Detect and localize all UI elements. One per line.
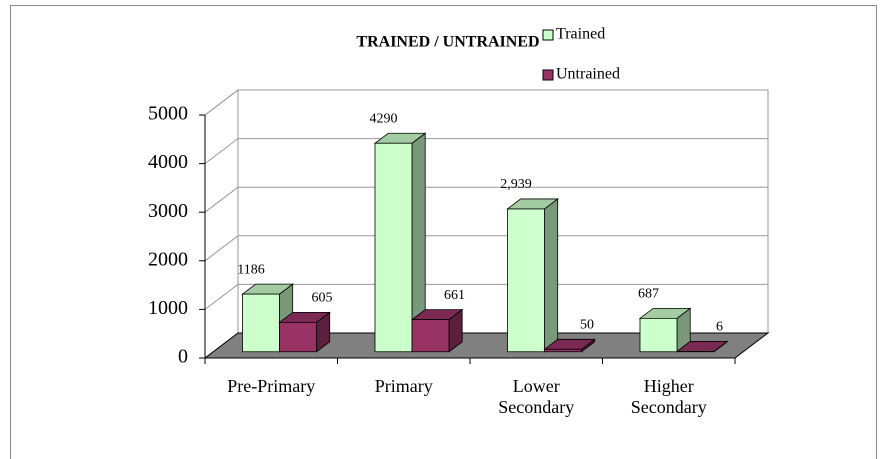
y-tick-label: 1000 — [148, 297, 188, 319]
y-tick-label: 4000 — [148, 151, 188, 173]
bar-front — [544, 348, 582, 353]
bar-front — [639, 317, 678, 353]
grid-line — [204, 138, 239, 164]
bar — [506, 198, 559, 353]
bar-front — [411, 319, 450, 353]
grid-line — [204, 89, 239, 116]
y-tick-label: 5000 — [148, 103, 188, 125]
data-label: 1186 — [237, 262, 264, 277]
x-tick-label: Lower Secondary — [498, 376, 575, 417]
left-wall — [204, 88, 239, 360]
bar-front — [374, 142, 413, 353]
bar-front — [507, 208, 545, 353]
data-label: 605 — [312, 291, 333, 306]
data-label: 2,939 — [500, 177, 532, 192]
legend-label: Trained — [556, 26, 605, 43]
x-tick-label: Pre-Primary — [227, 376, 316, 396]
bar — [278, 311, 331, 353]
data-label: 661 — [444, 288, 465, 303]
data-label: 50 — [580, 318, 594, 333]
x-tick-label: Higher Secondary — [630, 376, 707, 417]
bar — [373, 132, 427, 353]
x-tick-label: Primary — [374, 376, 433, 396]
data-label: 4290 — [370, 111, 398, 126]
chart-title: TRAINED / UNTRAINED — [356, 34, 539, 51]
legend-swatch — [542, 69, 554, 81]
bar-side — [544, 198, 559, 353]
y-tick-label: 2000 — [148, 248, 188, 270]
bar-front — [279, 321, 317, 353]
bar-front — [242, 293, 280, 353]
y-tick-label: 0 — [178, 346, 188, 368]
bar — [675, 340, 729, 353]
bar — [543, 338, 596, 353]
bar — [638, 307, 692, 353]
legend-label: Untrained — [556, 66, 620, 83]
bar — [410, 308, 464, 353]
data-label: 687 — [638, 287, 659, 302]
grid-line — [204, 186, 239, 213]
legend-swatch — [542, 29, 554, 41]
floor — [203, 332, 770, 359]
y-tick-label: 3000 — [148, 200, 188, 222]
grid-line — [204, 235, 239, 262]
data-label: 6 — [716, 320, 723, 335]
grid-line — [204, 284, 239, 310]
